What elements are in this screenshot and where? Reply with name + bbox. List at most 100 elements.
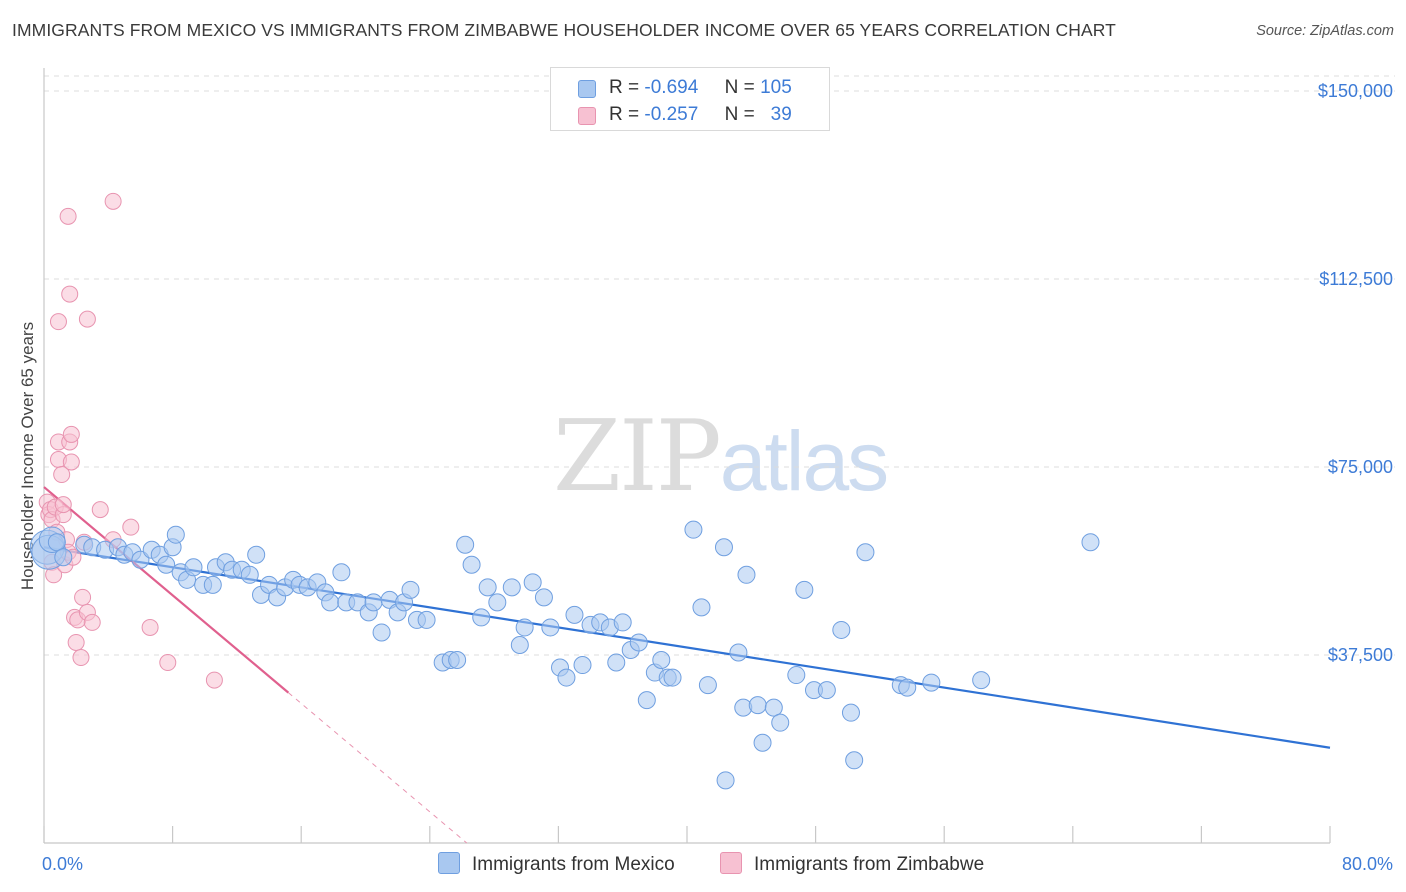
zimbabwe-point xyxy=(53,466,71,484)
legend-r-value-mexico: -0.694 xyxy=(644,77,699,98)
legend-swatch-zimbabwe xyxy=(578,107,596,125)
trend-lines xyxy=(43,486,1331,844)
legend-row-zimbabwe: R = -0.257 N = 39 xyxy=(551,101,829,129)
mexico-point xyxy=(541,618,560,637)
zimbabwe-point xyxy=(74,588,92,606)
source-credit: Source: ZipAtlas.com xyxy=(1256,23,1394,39)
zimbabwe-point xyxy=(83,613,101,631)
mexico-point xyxy=(637,691,656,710)
mexico-point xyxy=(54,548,73,567)
watermark-atlas: atlas xyxy=(719,414,889,508)
zimbabwe-point xyxy=(61,285,79,303)
mexico-point xyxy=(972,671,991,690)
mexico-point xyxy=(663,668,682,687)
mexico-point xyxy=(698,676,717,695)
mexico-trend-line xyxy=(43,546,1331,749)
mexico-point xyxy=(247,545,266,564)
mexico-point xyxy=(372,623,391,642)
mexico-point xyxy=(472,608,491,627)
mexico-point xyxy=(515,618,534,637)
chart-title: IMMIGRANTS FROM MEXICO VS IMMIGRANTS FRO… xyxy=(12,20,1116,40)
zimbabwe-point xyxy=(104,192,122,210)
y-tick-label: $75,000 xyxy=(1328,457,1393,477)
mexico-point xyxy=(401,580,420,599)
mexico-point xyxy=(203,575,222,594)
axes xyxy=(43,68,1331,844)
mexico-point xyxy=(478,578,497,597)
mexico-point xyxy=(510,635,529,654)
mexico-point xyxy=(607,653,626,672)
mexico-point xyxy=(748,696,767,715)
mexico-point xyxy=(795,580,814,599)
mexico-point xyxy=(1081,533,1100,552)
y-tick-label: $150,000 xyxy=(1318,81,1393,101)
legend-n-value-zimbabwe: 39 xyxy=(770,104,792,125)
mexico-point xyxy=(817,681,836,700)
mexico-point xyxy=(613,613,632,632)
zimbabwe-point xyxy=(78,310,96,328)
legend-swatch-mexico xyxy=(578,80,596,98)
mexico-point xyxy=(832,620,851,639)
mexico-point xyxy=(652,651,671,670)
correlation-legend: R = -0.694 N = 105 R = -0.257 N = 39 xyxy=(550,67,830,131)
mexico-point xyxy=(787,666,806,685)
legend-n-label: N = xyxy=(724,77,755,98)
mexico-point xyxy=(240,565,259,584)
mexico-point xyxy=(922,673,941,692)
zimbabwe-point xyxy=(49,313,67,331)
x-tick-label: 80.0% xyxy=(1342,854,1393,874)
legend-swatch-zimbabwe xyxy=(720,852,742,874)
mexico-point xyxy=(364,593,383,612)
zimbabwe-point xyxy=(141,618,159,636)
mexico-point xyxy=(321,593,340,612)
mexico-point xyxy=(692,598,711,617)
legend-r-label: R = xyxy=(609,104,640,125)
mexico-point xyxy=(488,593,507,612)
legend-row-mexico: R = -0.694 N = 105 xyxy=(551,74,829,102)
zimbabwe-point xyxy=(59,207,77,225)
mexico-point xyxy=(523,573,542,592)
zimbabwe-point xyxy=(62,453,80,471)
y-tick-label: $112,500 xyxy=(1319,269,1393,289)
zimbabwe-point xyxy=(205,671,223,689)
mexico-point xyxy=(131,550,150,569)
watermark: ZIPatlas xyxy=(553,400,889,514)
mexico-point xyxy=(737,565,756,584)
legend-label-mexico: Immigrants from Mexico xyxy=(472,854,675,875)
legend-item-mexico: Immigrants from Mexico xyxy=(438,852,675,876)
x-tick-label: 0.0% xyxy=(42,854,83,874)
mexico-point xyxy=(714,538,733,557)
mexico-point xyxy=(332,563,351,582)
series-legend: Immigrants from Mexico Immigrants from Z… xyxy=(0,852,1406,876)
legend-label-zimbabwe: Immigrants from Zimbabwe xyxy=(754,854,985,875)
mexico-point xyxy=(565,605,584,624)
y-tick-label: $37,500 xyxy=(1328,645,1393,665)
x-tick-labels: 0.0% 80.0% xyxy=(42,854,1393,874)
mexico-point xyxy=(166,525,185,544)
watermark-zip: ZIP xyxy=(553,400,722,514)
zimbabwe-point xyxy=(91,501,109,519)
mexico-point xyxy=(417,610,436,629)
zimbabwe-trend-line xyxy=(43,486,290,694)
mexico-point xyxy=(462,555,481,574)
zimbabwe-point xyxy=(72,649,90,667)
mexico-point xyxy=(557,668,576,687)
mexico-point xyxy=(47,533,66,552)
mexico-point xyxy=(573,656,592,675)
mexico-point xyxy=(157,555,176,574)
mexico-point xyxy=(841,703,860,722)
mexico-point xyxy=(184,558,203,577)
mexico-point xyxy=(629,633,648,652)
zimbabwe-point xyxy=(62,425,80,443)
mexico-point xyxy=(534,588,553,607)
mexico-points xyxy=(29,520,1100,790)
mexico-point xyxy=(845,751,864,770)
legend-n-label: N = xyxy=(724,104,755,125)
mexico-point xyxy=(502,578,521,597)
legend-n-value-mexico: 105 xyxy=(760,77,792,98)
mexico-point xyxy=(684,520,703,539)
zimbabwe-point xyxy=(67,633,85,651)
zimbabwe-point xyxy=(122,518,140,536)
legend-item-zimbabwe: Immigrants from Zimbabwe xyxy=(720,852,984,876)
